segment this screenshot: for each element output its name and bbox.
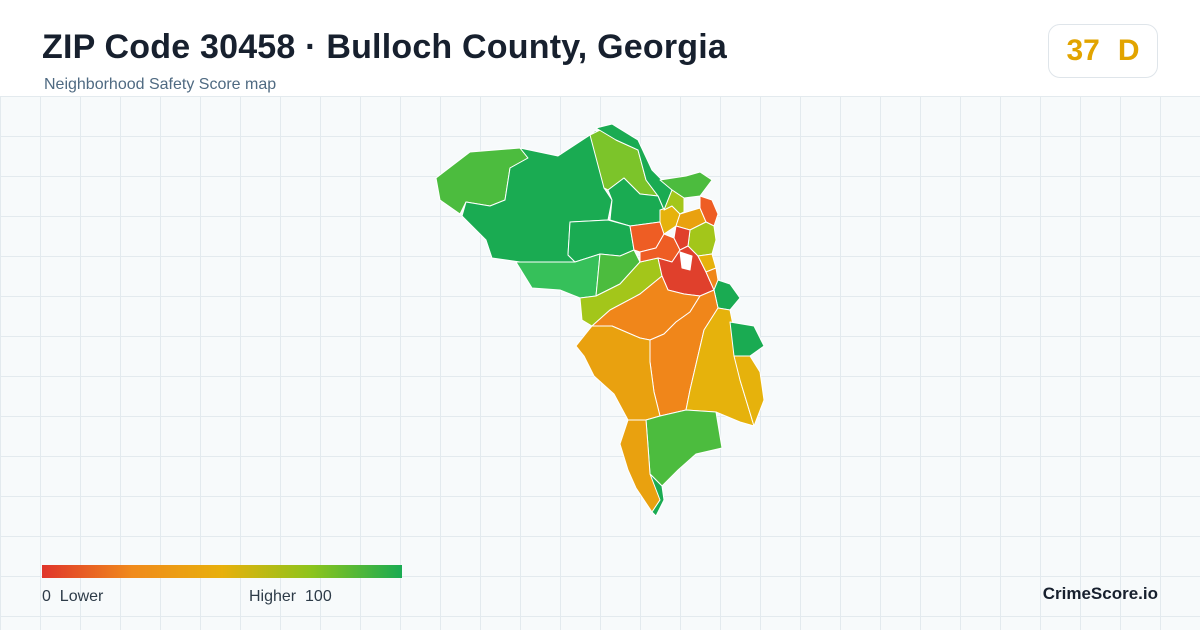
region-sw-amber[interactable] (575, 325, 661, 421)
region-east-amber-tail[interactable] (733, 355, 765, 427)
region-east-small-green[interactable] (729, 321, 765, 357)
zip-map[interactable] (0, 96, 1200, 630)
region-core-white[interactable] (679, 251, 693, 271)
legend-low-value: 0 (42, 588, 51, 605)
page-title: ZIP Code 30458 · Bulloch County, Georgia (42, 28, 727, 66)
score-badge: 37 D (1048, 24, 1158, 78)
legend-gradient-bar (42, 565, 402, 578)
legend-low-label: Lower (59, 588, 104, 605)
legend-low: 0 Lower (42, 588, 103, 606)
score-value: 37 (1066, 34, 1100, 67)
legend-high-value: 100 (305, 588, 332, 605)
brand-logo[interactable]: CrimeScore.io (1042, 584, 1158, 603)
region-southern-tip[interactable] (649, 473, 665, 517)
legend-high: Higher 100 (249, 588, 332, 606)
region-south-green[interactable] (645, 409, 723, 487)
header: ZIP Code 30458 · Bulloch County, Georgia… (0, 0, 1200, 96)
page-subtitle: Neighborhood Safety Score map (44, 76, 277, 93)
score-grade: D (1117, 34, 1140, 67)
legend-high-label: Higher (249, 588, 297, 605)
